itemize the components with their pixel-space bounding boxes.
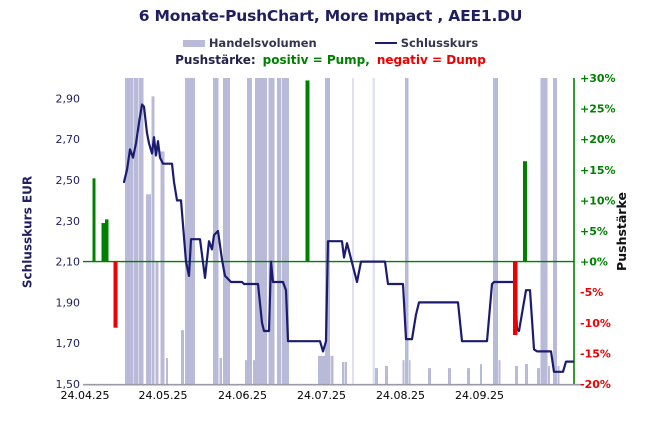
volume-bar: [185, 78, 195, 384]
volume-bar: [480, 364, 482, 384]
volume-bar: [146, 194, 151, 384]
legend-volume-label: Handelsvolumen: [208, 36, 317, 50]
left-axis-tick-label: 1,50: [56, 378, 81, 391]
volume-bar: [223, 78, 230, 384]
chart-title: 6 Monate-PushChart, More Impact , AEE1.D…: [138, 7, 523, 25]
volume-bar: [467, 368, 470, 384]
volume-bar: [375, 368, 378, 384]
volume-bar: [277, 78, 281, 384]
volume-bar: [133, 78, 139, 384]
dump-bar: [113, 261, 118, 328]
pump-bar: [92, 178, 96, 262]
volume-bar: [352, 78, 354, 384]
left-axis-tick-label: 2,90: [56, 92, 81, 105]
right-axis-tick-label: -10%: [580, 317, 611, 330]
volume-bar: [525, 364, 528, 384]
right-axis-tick-label: +20%: [580, 133, 616, 146]
pump-bar: [523, 161, 527, 262]
volume-bar: [125, 78, 133, 384]
push-legend-positive: positiv = Pump,: [262, 53, 370, 67]
left-axis-tick-label: 2,30: [56, 215, 81, 228]
push-legend-title: Pushstärke:: [175, 53, 256, 67]
pump-bar: [305, 80, 310, 262]
schlusskurs-line: [122, 103, 575, 373]
volume-bar: [409, 360, 411, 384]
volume-bar: [253, 360, 255, 384]
legend-item-volume: Handelsvolumen: [182, 36, 317, 50]
x-axis-tick-label: 24.08.25: [376, 389, 425, 402]
volume-bar: [405, 78, 409, 384]
volume-bar: [342, 361, 345, 384]
x-axis-tick-label: 24.04.25: [61, 389, 110, 402]
legend: Handelsvolumen Schlusskurs: [0, 36, 661, 50]
push-legend-negative: negativ = Dump: [376, 53, 486, 67]
volume-bar: [281, 78, 289, 384]
right-axis-tick-label: +25%: [580, 103, 616, 116]
left-axis-tick-label: 2,50: [56, 174, 81, 187]
volume-bar: [540, 78, 548, 384]
volume-bar: [318, 355, 325, 384]
line-swatch-icon: [374, 41, 397, 45]
volume-bar: [548, 365, 550, 384]
volume-bar: [553, 78, 557, 384]
left-axis-tick-label: 2,10: [56, 256, 81, 269]
volume-bar: [345, 361, 347, 384]
volume-bar: [245, 360, 247, 384]
left-axis-tick-label: 1,70: [56, 337, 81, 350]
volume-bar: [325, 78, 330, 384]
right-axis-tick-label: +0%: [580, 256, 608, 269]
left-axis-tick-label: 2,70: [56, 133, 81, 146]
volume-bar: [139, 78, 144, 384]
x-axis-tick-label: 24.07.25: [297, 389, 346, 402]
volume-bar: [166, 357, 168, 384]
left-axis-tick-label: 1,90: [56, 296, 81, 309]
right-axis-tick-label: +10%: [580, 194, 616, 207]
pump-bar: [105, 219, 109, 262]
volume-bar: [402, 360, 405, 384]
volume-bar: [557, 365, 560, 384]
volume-bar: [515, 365, 518, 384]
volume-bar: [255, 78, 267, 384]
volume-bar: [181, 330, 184, 384]
right-axis-tick-label: +5%: [580, 225, 608, 238]
volume-bar: [160, 151, 165, 384]
pump-bar: [101, 223, 105, 262]
volume-bar: [448, 368, 451, 384]
volume-bar: [537, 368, 540, 384]
volume-bar: [213, 78, 219, 384]
x-axis-tick-label: 24.09.25: [455, 389, 504, 402]
right-axis-tick-label: +15%: [580, 164, 616, 177]
volume-bar: [372, 78, 375, 384]
right-axis-tick-label: -15%: [580, 347, 611, 360]
volume-bar: [155, 261, 159, 384]
x-axis-tick-label: 24.05.25: [139, 389, 188, 402]
volume-bar: [385, 365, 388, 384]
volume-bar: [247, 78, 252, 384]
volume-bar: [428, 368, 431, 384]
x-axis-tick-label: 24.06.25: [218, 389, 267, 402]
legend-close-label: Schlusskurs: [400, 36, 479, 50]
legend-item-close: Schlusskurs: [374, 36, 479, 50]
volume-bar: [498, 360, 501, 384]
right-axis-tick-label: +30%: [580, 72, 616, 85]
volume-bar: [268, 78, 275, 384]
volume-bar: [219, 357, 222, 384]
right-axis-tick-label: -20%: [580, 378, 611, 391]
right-axis-tick-label: -5%: [580, 286, 603, 299]
volume-bar: [493, 78, 498, 384]
dump-bar: [513, 261, 518, 336]
volume-swatch-icon: [182, 39, 205, 47]
push-legend: Pushstärke: positiv = Pump, negativ = Du…: [0, 52, 661, 68]
volume-bar: [330, 355, 334, 384]
volume-bar: [151, 96, 155, 385]
